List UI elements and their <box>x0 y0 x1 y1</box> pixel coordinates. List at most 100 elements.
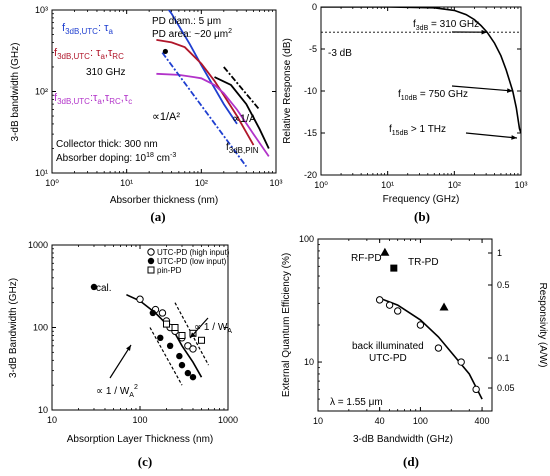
panel-b-plot <box>321 7 521 140</box>
data-point-s0-3 <box>416 321 425 329</box>
arrow-f10db <box>451 85 513 92</box>
response-curve <box>321 7 521 134</box>
caption-a: (a) <box>150 209 165 224</box>
data-point-s1-7 <box>184 369 192 377</box>
x-tick-label: 10³ <box>514 180 527 190</box>
data-point-s0-2 <box>158 309 167 317</box>
panel-b-ticks: 10⁰ 10¹ 10² 10³ 0 -5 -10 -15 -20 <box>304 2 528 190</box>
data-point-s0-4 <box>434 344 443 352</box>
data-point-s2-0 <box>162 320 170 328</box>
data-point-s1-0 <box>380 247 390 256</box>
legend-label-tau-a: f3dB,UTC: τa <box>62 22 113 36</box>
data-point-s1-0 <box>90 283 98 291</box>
y-tick-label: -10 <box>304 86 317 96</box>
legend-marker-2 <box>147 266 155 274</box>
x-tick-label: 10 <box>313 416 323 426</box>
data-point-s1-8 <box>189 373 197 381</box>
legend-label-0: UTC-PD (high input) <box>157 248 230 257</box>
level-3db-label: -3 dB <box>328 48 352 59</box>
caption-c: (c) <box>138 454 152 469</box>
ref-label-inv-a: ∝1/A <box>232 113 257 125</box>
data-point-s1-4 <box>166 342 174 350</box>
collector-label: Collector thick: 300 nm <box>56 139 158 150</box>
data-point-s0-2 <box>393 307 402 315</box>
y-tick-label: 100 <box>33 323 48 333</box>
marker-310ghz <box>162 48 168 55</box>
x-tick-label: 100 <box>132 415 147 425</box>
y-tick-label: 1000 <box>28 240 48 250</box>
lambda-label: λ = 1.55 μm <box>330 397 383 408</box>
f10db-label: f10dB = 750 GHz <box>398 89 468 102</box>
data-point-s0-0 <box>375 296 384 304</box>
legend-label-1: UTC-PD (low input) <box>157 257 227 266</box>
data-point-s0-5 <box>457 358 465 366</box>
panel-c-xlabel: Absorption Layer Thickness (nm) <box>67 434 214 445</box>
series-line-1 <box>156 39 255 146</box>
x-tick-label: 10¹ <box>381 180 394 190</box>
y-tick-label: -5 <box>309 44 317 54</box>
x-tick-label: 100 <box>413 416 428 426</box>
ref-line-0 <box>149 327 183 386</box>
ref-label-inv-wa: ∝ 1 / WA <box>194 322 232 335</box>
x-tick-label: 10⁰ <box>45 178 59 188</box>
panel-d-xlabel: 3-dB Bandwidth (GHz) <box>353 434 453 445</box>
arrow-f15db <box>465 132 518 139</box>
panel-a-ylabel: 3-dB bandwidth (GHz) <box>10 43 21 142</box>
tr-pd-label: TR-PD <box>408 257 439 268</box>
data-point-s0-8 <box>189 345 197 353</box>
data-point-s0-6 <box>472 385 480 394</box>
legend-label-tau-a-rc: f3dB,UTC: τa,τRC <box>54 47 124 61</box>
ref-label-inv-wa2: ∝ 1 / WA2 <box>96 384 138 399</box>
panel-c-ticks: 10 100 1000 10 100 1000 <box>28 240 238 425</box>
panel-c-ylabel: 3-dB Bandwidth (GHz) <box>8 278 19 378</box>
x-tick-label: 10² <box>448 180 461 190</box>
x-tick-label: 10⁰ <box>314 180 328 190</box>
x-tick-label: 10³ <box>269 178 282 188</box>
y-tick-label: 10² <box>35 87 48 97</box>
data-point-s0-1 <box>385 301 394 309</box>
y-tick-label: -20 <box>304 170 317 180</box>
data-point-s2-1 <box>171 324 179 331</box>
data-point-s1-1 <box>149 309 157 317</box>
data-point-s3-0 <box>439 302 449 311</box>
data-point-s2-2 <box>178 331 186 339</box>
panel-c-legend: UTC-PD (high input)UTC-PD (low input)pin… <box>147 248 230 275</box>
rf-pd-label: RF-PD <box>351 253 382 264</box>
series-line-0 <box>167 10 238 125</box>
panel-c-plot <box>90 283 210 386</box>
arrow-f10db-head <box>506 88 513 93</box>
x-tick-label: 1000 <box>218 415 238 425</box>
back-illuminated-label: back illuminated <box>352 341 424 352</box>
doping-label: Absorber doping: 1018 cm-3 <box>56 152 176 164</box>
arrow-inv-wa2-head <box>126 345 131 351</box>
x-tick-label: 10² <box>195 178 208 188</box>
fit-curve <box>379 297 483 400</box>
panel-d-ylabel-right: Responsivity (A/W) <box>537 282 548 367</box>
panel-b: 10⁰ 10¹ 10² 10³ 0 -5 -10 -15 -20 Frequency (GHz)… <box>282 2 528 224</box>
pd-area-label: PD area: ~20 μm2 <box>152 28 232 40</box>
ref-line-0 <box>161 52 248 168</box>
panel-c: 10 100 1000 10 100 1000 Absorption Layer Thic… <box>8 240 238 469</box>
data-point-s0-0 <box>136 295 144 303</box>
y-tick-label: 10 <box>304 357 314 367</box>
arrow-inv-wa-head <box>190 332 196 338</box>
panel-d: 10 40 100 400 10 100 1 0.5 0.1 0.05 3-dB Bandwidt… <box>281 234 548 469</box>
data-point-s1-6 <box>178 361 186 369</box>
panel-d-frame <box>317 238 493 412</box>
y-tick-label: 0 <box>312 2 317 12</box>
y-tick-label: 100 <box>299 234 314 244</box>
panel-d-ylabel: External Quantum Efficiency (%) <box>281 253 292 397</box>
ref-label-inv-a2: ∝1/A² <box>152 111 180 123</box>
f15db-label: f15dB > 1 THz <box>389 124 446 137</box>
f3db-label: f3dB = 310 GHz <box>413 19 479 32</box>
utc-pd-label: UTC-PD <box>369 353 407 364</box>
panel-d-ticks: 10 40 100 400 10 100 1 0.5 0.1 0.05 <box>299 234 515 426</box>
caption-b: (b) <box>414 209 430 224</box>
pd-diam-label: PD diam.: 5 μm <box>152 16 221 27</box>
y-tick-label: 10¹ <box>35 168 48 178</box>
caption-d: (d) <box>403 454 419 469</box>
y-tick-label: 10 <box>38 405 48 415</box>
ref-line-1 <box>223 66 261 111</box>
